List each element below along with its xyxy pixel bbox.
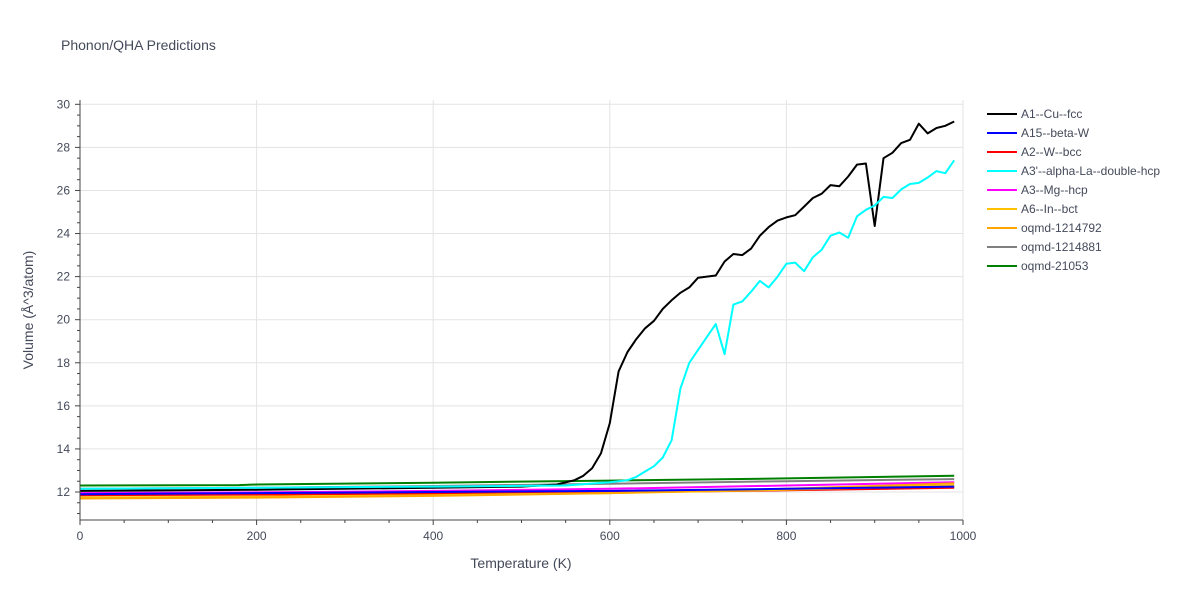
- y-tick-label: 20: [57, 313, 71, 327]
- legend-label: oqmd-1214881: [1021, 240, 1102, 254]
- legend-item-a2-w-bcc[interactable]: A2--W--bcc: [987, 145, 1081, 159]
- series-line-a15-beta-w: [79, 485, 955, 496]
- legend-label: A15--beta-W: [1021, 126, 1090, 140]
- x-tick-label: 400: [423, 529, 443, 543]
- y-tick-label: 12: [57, 485, 71, 499]
- x-tick-label: 200: [247, 529, 267, 543]
- legend[interactable]: A1--Cu--fcc A15--beta-W A2--W--bcc A3'--alp…: [987, 107, 1160, 273]
- axes: 0 200 400 600 800 1000 12 14 16 18 20 22 24 26 28 30: [57, 97, 977, 543]
- legend-item-oqmd-1214881[interactable]: oqmd-1214881: [987, 240, 1102, 254]
- legend-item-a15-beta-w[interactable]: A15--beta-W: [987, 126, 1090, 140]
- y-tick-label: 16: [57, 399, 71, 413]
- series-line-a1-cu-fcc: [79, 120, 955, 492]
- legend-item-a6-in-bct[interactable]: A6--In--bct: [987, 202, 1078, 216]
- x-tick-label: 0: [77, 529, 84, 543]
- x-tick-label: 800: [776, 529, 796, 543]
- chart-title: Phonon/QHA Predictions: [61, 37, 216, 53]
- series-line-a3-alpha-la-double-hcp: [79, 159, 956, 490]
- x-tick-label: 1000: [950, 529, 977, 543]
- x-axis-title: Temperature (K): [470, 555, 571, 571]
- y-tick-label: 30: [57, 97, 71, 111]
- legend-item-a3-mg-hcp[interactable]: A3--Mg--hcp: [987, 183, 1088, 197]
- y-tick-label: 28: [57, 140, 71, 154]
- legend-label: A3--Mg--hcp: [1021, 183, 1088, 197]
- y-axis-title: Volume (Å^3/atom): [20, 251, 36, 370]
- legend-label: A6--In--bct: [1021, 202, 1078, 216]
- legend-label: oqmd-21053: [1021, 259, 1089, 273]
- y-tick-label: 24: [57, 227, 71, 241]
- y-tick-label: 26: [57, 183, 71, 197]
- plot-series: [79, 120, 956, 500]
- legend-item-oqmd-21053[interactable]: oqmd-21053: [987, 259, 1089, 273]
- gridlines: [79, 100, 964, 520]
- legend-label: A1--Cu--fcc: [1021, 107, 1082, 121]
- series-line-oqmd-21053: [79, 474, 955, 487]
- y-tick-label: 14: [57, 442, 71, 456]
- legend-item-a1-cu-fcc[interactable]: A1--Cu--fcc: [987, 107, 1082, 121]
- x-tick-label: 600: [600, 529, 620, 543]
- y-tick-label: 18: [57, 356, 71, 370]
- legend-label: A3'--alpha-La--double-hcp: [1021, 164, 1160, 178]
- legend-label: A2--W--bcc: [1021, 145, 1081, 159]
- legend-item-a3-alpha-la-double-hcp[interactable]: A3'--alpha-La--double-hcp: [987, 164, 1160, 178]
- legend-item-oqmd-1214792[interactable]: oqmd-1214792: [987, 221, 1102, 235]
- legend-label: oqmd-1214792: [1021, 221, 1102, 235]
- y-tick-label: 22: [57, 270, 71, 284]
